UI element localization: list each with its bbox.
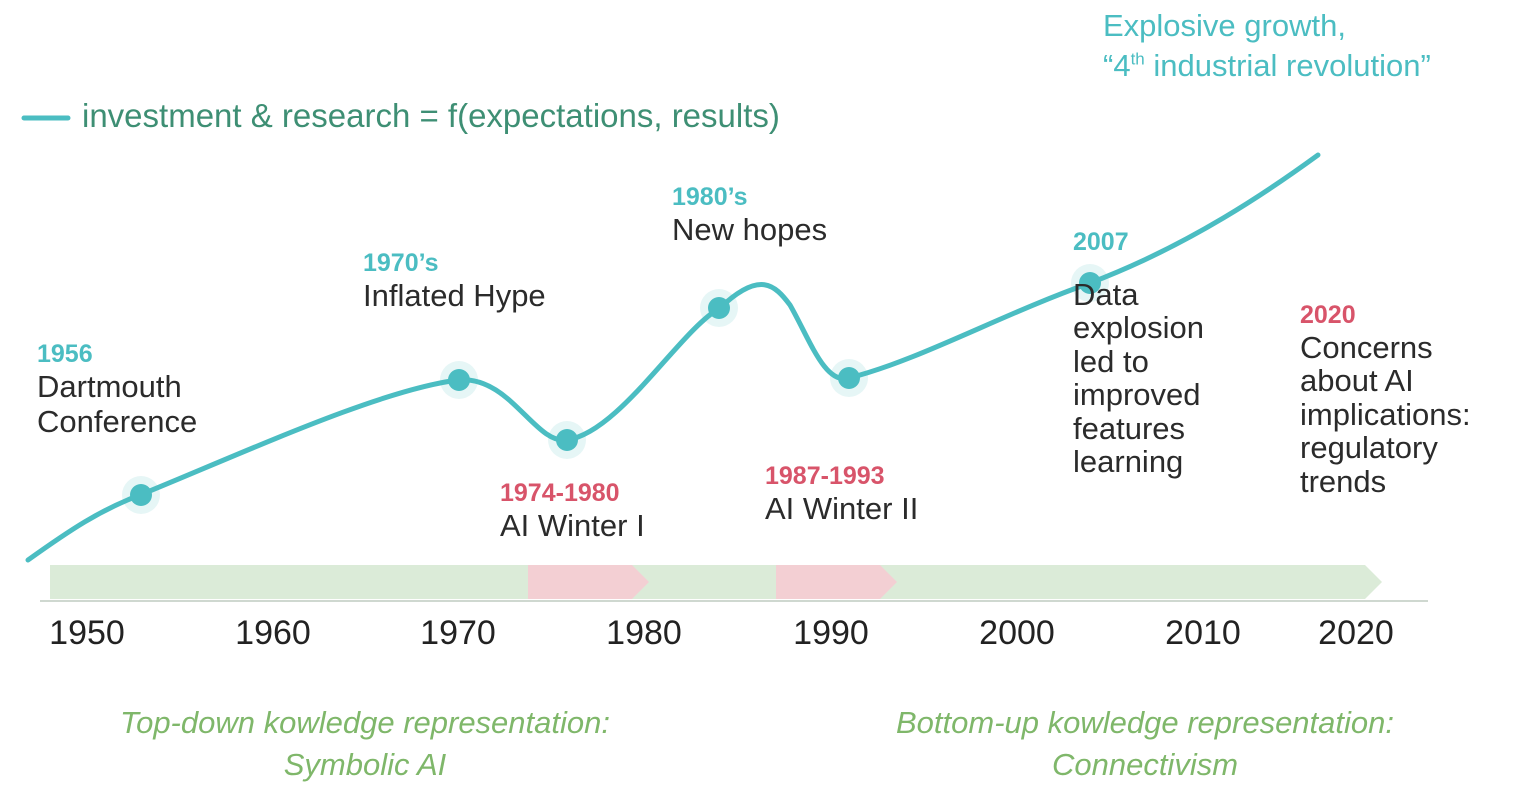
event-title: led to [1073,343,1149,379]
event-title: about AI [1300,363,1414,399]
paradigm-line2: Symbolic AI [283,746,447,782]
event-1956: 1956 Dartmouth Conference [37,340,197,440]
event-title: explosion [1073,310,1204,346]
event-title: trends [1300,463,1387,499]
timeline-band [40,565,1428,602]
axis-tick-label: 1990 [793,614,869,652]
axis-tick-label: 2020 [1318,614,1394,652]
axis-tick-label: 1980 [606,614,682,652]
event-title: AI Winter I [500,507,645,543]
band-winter-1 [528,565,649,599]
paradigm-line1: Bottom-up kowledge representation: [895,705,1394,740]
event-title: regulatory [1300,430,1438,466]
event-year: 1970’s [363,249,439,277]
explosive-growth-line1: Explosive growth, [1103,8,1346,43]
paradigm-top-down: Top-down kowledge representation: Symbol… [60,702,670,786]
event-title: features [1073,410,1186,446]
event-title: New hopes [672,211,828,247]
axis-tick-label: 1950 [49,614,125,652]
event-year: 2007 [1073,228,1129,256]
event-title: Dartmouth [37,368,182,404]
point-1956 [130,484,152,506]
axis-tick-label: 2010 [1165,614,1241,652]
point-winter-2 [838,367,860,389]
axis-tick-label: 1960 [235,614,311,652]
header-line2-prefix: “4 [1103,48,1131,84]
paradigm-line1: Top-down kowledge representation: [119,705,610,740]
event-year: 2020 [1300,301,1356,329]
event-year: 1987-1993 [765,462,885,490]
event-title: improved [1073,377,1201,413]
axis-tick-label: 2000 [979,614,1055,652]
event-ai-winter-1: 1974-1980 AI Winter I [500,479,645,543]
axis-tick-label: 1970 [420,614,496,652]
legend-text: investment & research = f(expectations, … [82,97,780,134]
event-title: implications: [1300,396,1471,432]
event-year: 1980’s [672,183,748,211]
event-title: AI Winter II [765,490,919,526]
point-1970s [448,369,470,391]
explosive-growth-label: Explosive growth, “4th industrial revolu… [1103,6,1431,87]
event-2007: 2007 Data explosion led to improved feat… [1073,229,1204,479]
event-1980s: 1980’s New hopes [672,183,827,247]
explosive-growth-line2: “4th industrial revolution” [1103,46,1431,86]
event-year: 1974-1980 [500,479,620,507]
event-ai-winter-2: 1987-1993 AI Winter II [765,462,918,526]
point-2007 [1079,272,1101,294]
event-2020: 2020 Concerns about AI implications: reg… [1300,301,1471,499]
band-winter-2 [776,565,897,599]
header-line2-sup: th [1130,49,1145,69]
event-title: Inflated Hype [363,277,546,313]
event-title: Data [1073,277,1139,312]
event-title: learning [1073,444,1184,480]
paradigm-line2: Connectivism [1051,746,1239,782]
event-year: 1956 [37,340,93,368]
paradigm-bottom-up: Bottom-up kowledge representation: Conne… [830,702,1460,786]
milestone-points [122,264,1109,514]
point-winter-1 [556,429,578,451]
header-line2-suffix: industrial revolution” [1144,48,1431,84]
event-1970s: 1970’s Inflated Hype [363,249,546,313]
point-1980s [708,297,730,319]
event-title: Concerns [1300,330,1433,365]
event-title: Conference [37,404,198,440]
band-normal [50,565,1382,599]
